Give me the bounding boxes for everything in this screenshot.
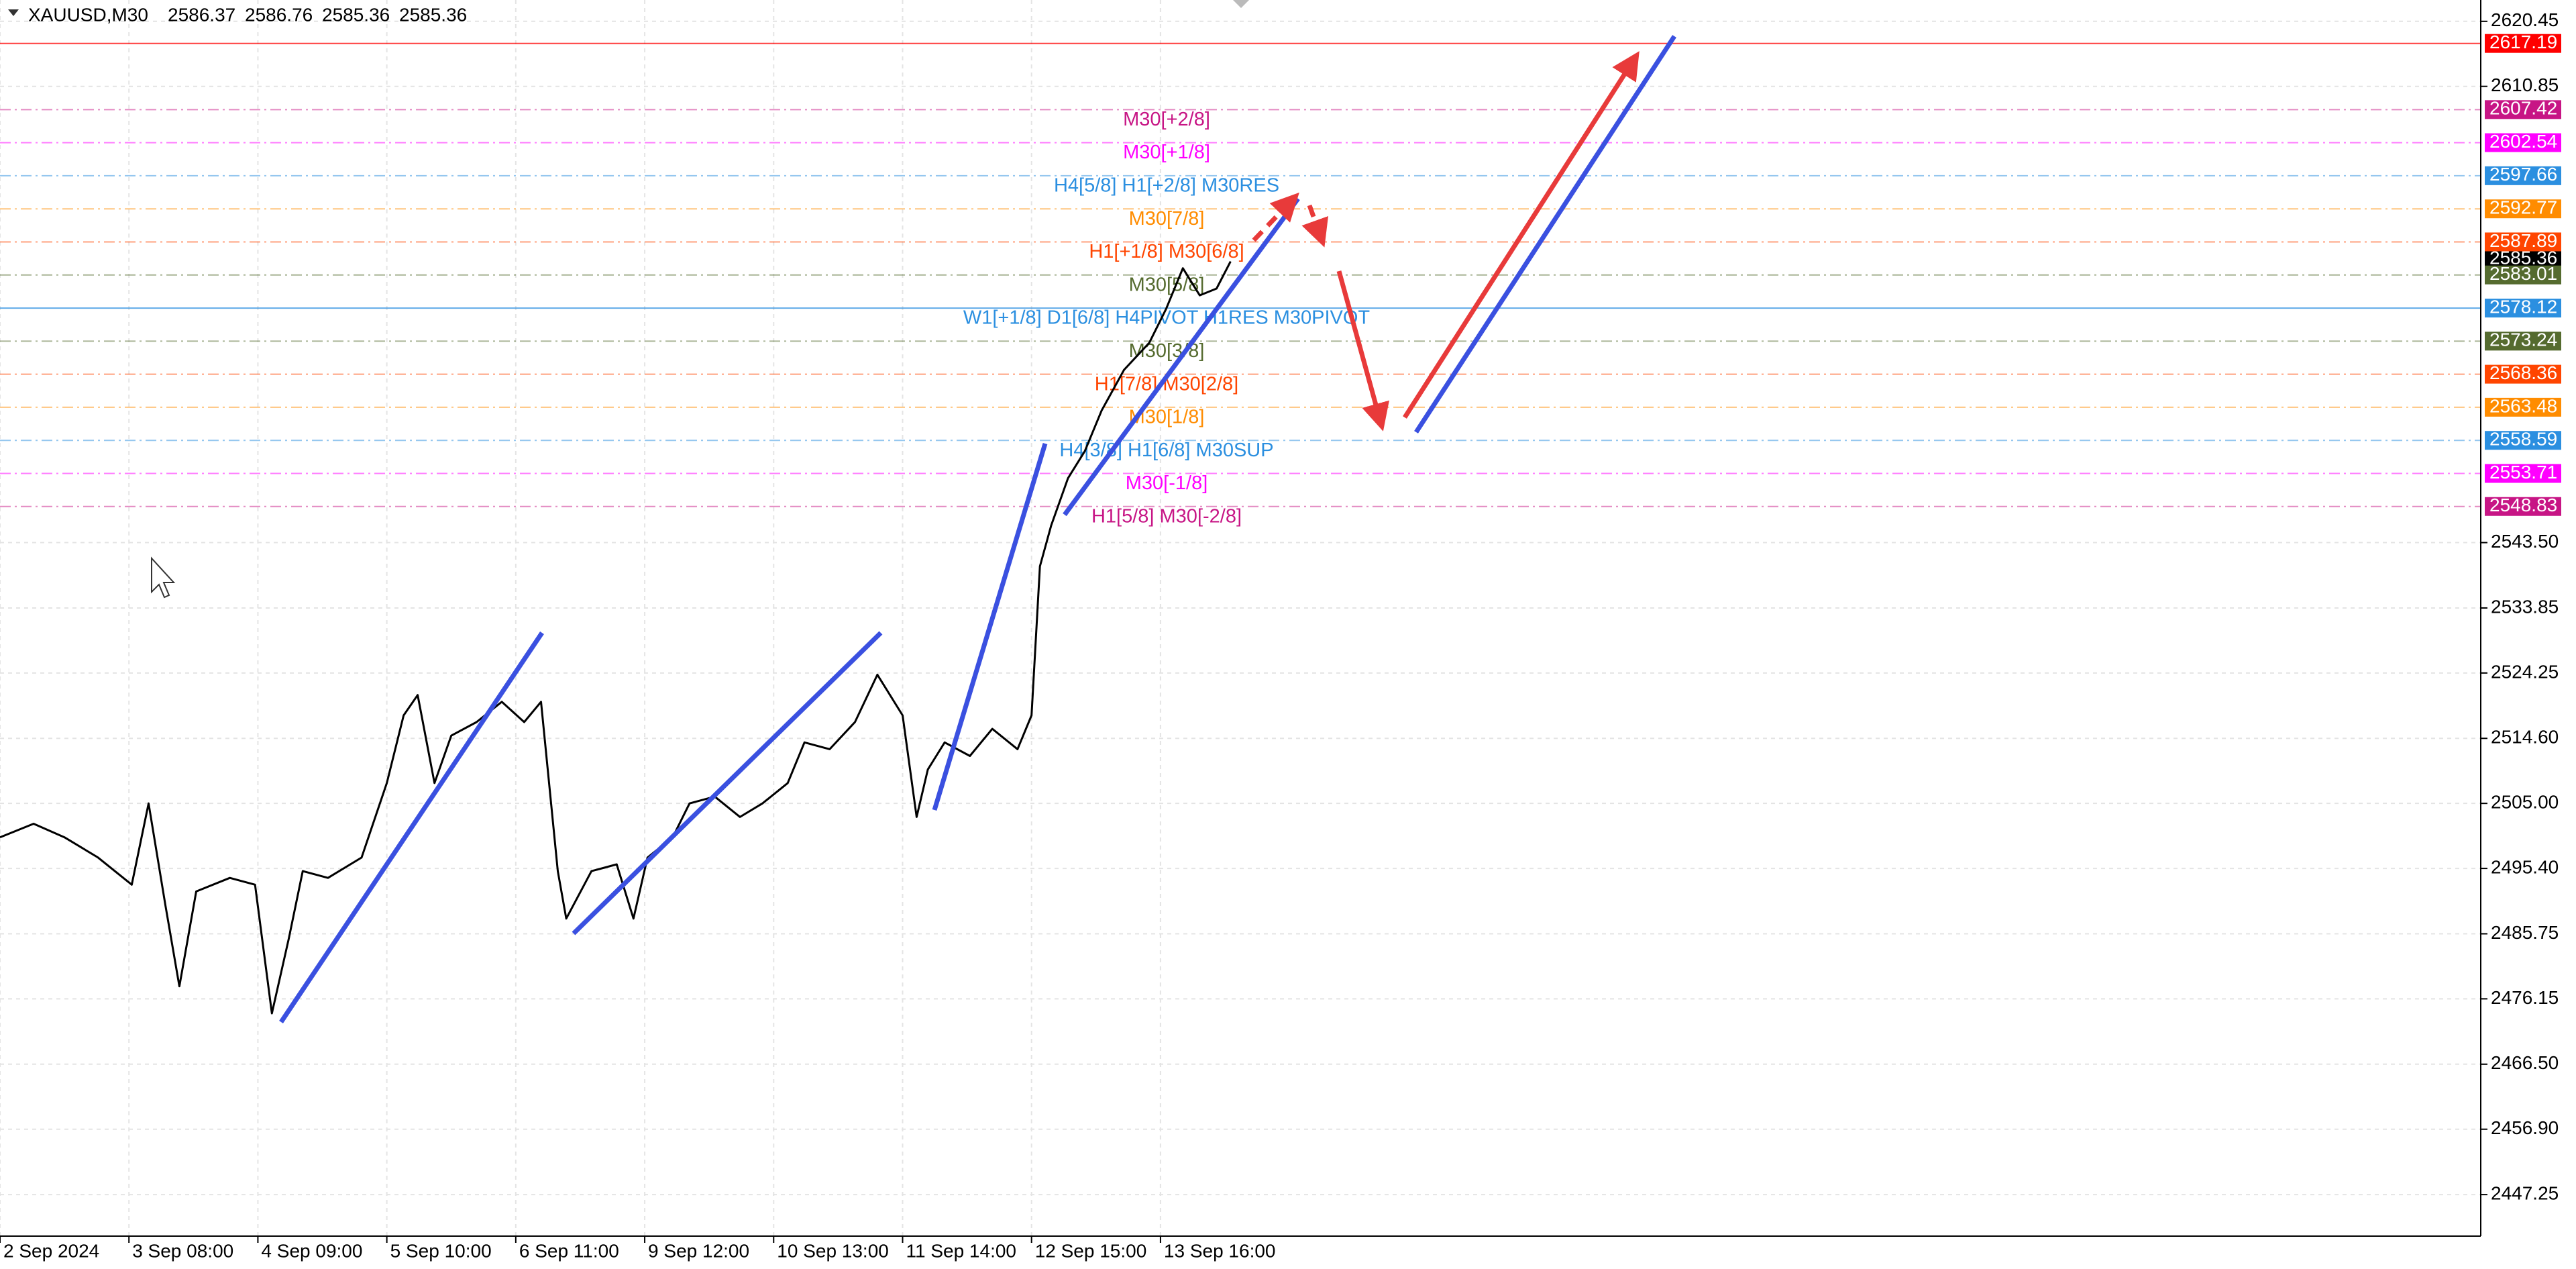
x-tick-label: 5 Sep 10:00	[390, 1240, 492, 1261]
level-label: H1[5/8] M30[-2/8]	[1091, 505, 1242, 527]
trend-line	[1063, 197, 1300, 517]
level-tag	[2485, 431, 2561, 450]
forecast-arrow	[1252, 192, 1299, 242]
level-label: M30[+2/8]	[1123, 109, 1210, 130]
mouse-cursor	[151, 556, 176, 599]
x-tick-label: 10 Sep 13:00	[777, 1240, 889, 1261]
level-tag	[2485, 299, 2561, 318]
x-tick-label: 4 Sep 09:00	[261, 1240, 362, 1261]
level-price: 2573.24	[2489, 329, 2557, 350]
y-tick-label: 2485.75	[2491, 922, 2559, 943]
forecast-arrow	[1336, 270, 1389, 432]
level-price: 2607.42	[2489, 98, 2557, 119]
axis-layer: 2620.45 2610.85 2543.50 2533.85 2524.25 2514.…	[0, 9, 2561, 1261]
level-label: M30[-1/8]	[1126, 472, 1208, 494]
y-tick-label: 2456.90	[2491, 1117, 2559, 1138]
level-label: M30[5/8]	[1129, 274, 1205, 295]
x-tick-label: 13 Sep 16:00	[1164, 1240, 1276, 1261]
level-price: 2563.48	[2489, 395, 2557, 416]
level-label: M30[+1/8]	[1123, 142, 1210, 163]
level-label: H4[5/8] H1[+2/8] M30RES	[1054, 175, 1279, 197]
x-tick-label: 6 Sep 11:00	[519, 1240, 619, 1261]
level-tag	[2485, 497, 2561, 516]
x-tick-label: 11 Sep 14:00	[906, 1240, 1016, 1261]
ohlc-value: 2585.36	[399, 4, 467, 25]
price-line	[0, 260, 1232, 1015]
level-price: 2602.54	[2489, 131, 2557, 152]
level-label: M30[7/8]	[1129, 208, 1205, 230]
ohlc-value: 2586.37	[168, 4, 235, 25]
level-tag	[2485, 397, 2561, 417]
level-tag	[2485, 100, 2561, 119]
level-label: H1[+1/8] M30[6/8]	[1089, 241, 1244, 262]
y-tick-label: 2495.40	[2491, 856, 2559, 877]
level-tag	[2485, 332, 2561, 351]
ohlc-value: 2585.36	[322, 4, 390, 25]
y-tick-label: 2543.50	[2491, 531, 2559, 552]
level-tag	[2485, 232, 2561, 252]
level-price: 2587.89	[2489, 230, 2557, 251]
x-tick-label: 12 Sep 15:00	[1035, 1240, 1147, 1261]
trend-line	[572, 631, 883, 935]
y-tick-label: 2476.15	[2491, 987, 2559, 1008]
level-layer: M30[+2/8] M30[+1/8] H4[5/8] H1[+2/8] M30RE…	[0, 42, 2481, 527]
level-price: 2558.59	[2489, 429, 2557, 450]
level-price: 2568.36	[2489, 362, 2557, 383]
y-tick-label: 2505.00	[2491, 792, 2559, 813]
x-tick-label: 9 Sep 12:00	[648, 1240, 749, 1261]
level-tag	[2485, 265, 2561, 285]
level-price: 2617.19	[2489, 32, 2557, 52]
ohlc-value: 2586.76	[245, 4, 313, 25]
forecast-arrows	[1252, 51, 1640, 432]
level-tag	[2485, 133, 2561, 152]
y-tick-label: 2447.25	[2491, 1183, 2559, 1204]
y-tick-label: 2466.50	[2491, 1052, 2559, 1073]
level-label: W1[+1/8] D1[6/8] H4PIVOT H1RES M30PIVOT	[963, 307, 1371, 329]
y-tick-label: 2524.25	[2491, 661, 2559, 682]
x-tick-label: 3 Sep 08:00	[132, 1240, 233, 1261]
level-tag	[2485, 34, 2561, 53]
y-tick-label: 2610.85	[2491, 74, 2559, 95]
trend-line	[1414, 35, 1676, 434]
forecast-arrow	[1301, 204, 1329, 248]
level-price: 2578.12	[2489, 296, 2557, 317]
level-label: H4[3/8] H1[6/8] M30SUP	[1059, 440, 1273, 461]
level-price: 2592.77	[2489, 197, 2557, 218]
menu-triangle[interactable]	[8, 9, 19, 16]
trend-lines	[279, 35, 1676, 1023]
level-tag	[2485, 166, 2561, 185]
ohlc-values: 2586.37 2586.76 2585.36 2585.36	[168, 4, 467, 25]
bid-tag	[2485, 250, 2561, 269]
grid-layer	[0, 0, 2481, 1236]
level-price: 2597.66	[2489, 164, 2557, 185]
forecast-arrow	[1403, 51, 1640, 419]
symbol-label: XAUUSD,M30	[28, 4, 148, 25]
x-tick-label: 2 Sep 2024	[3, 1240, 99, 1261]
y-tick-label: 2533.85	[2491, 596, 2559, 617]
trend-line	[279, 631, 544, 1023]
y-tick-label: 2514.60	[2491, 727, 2559, 748]
level-price: 2548.83	[2489, 495, 2557, 515]
trend-line	[932, 442, 1048, 811]
level-tag	[2485, 464, 2561, 483]
level-price: 2583.01	[2489, 263, 2557, 284]
level-price: 2553.71	[2489, 462, 2557, 483]
shift-marker	[1233, 0, 1249, 8]
y-tick-label: 2620.45	[2491, 9, 2559, 30]
series-layer	[0, 260, 1232, 1015]
level-tag	[2485, 364, 2561, 384]
level-tag	[2485, 199, 2561, 219]
